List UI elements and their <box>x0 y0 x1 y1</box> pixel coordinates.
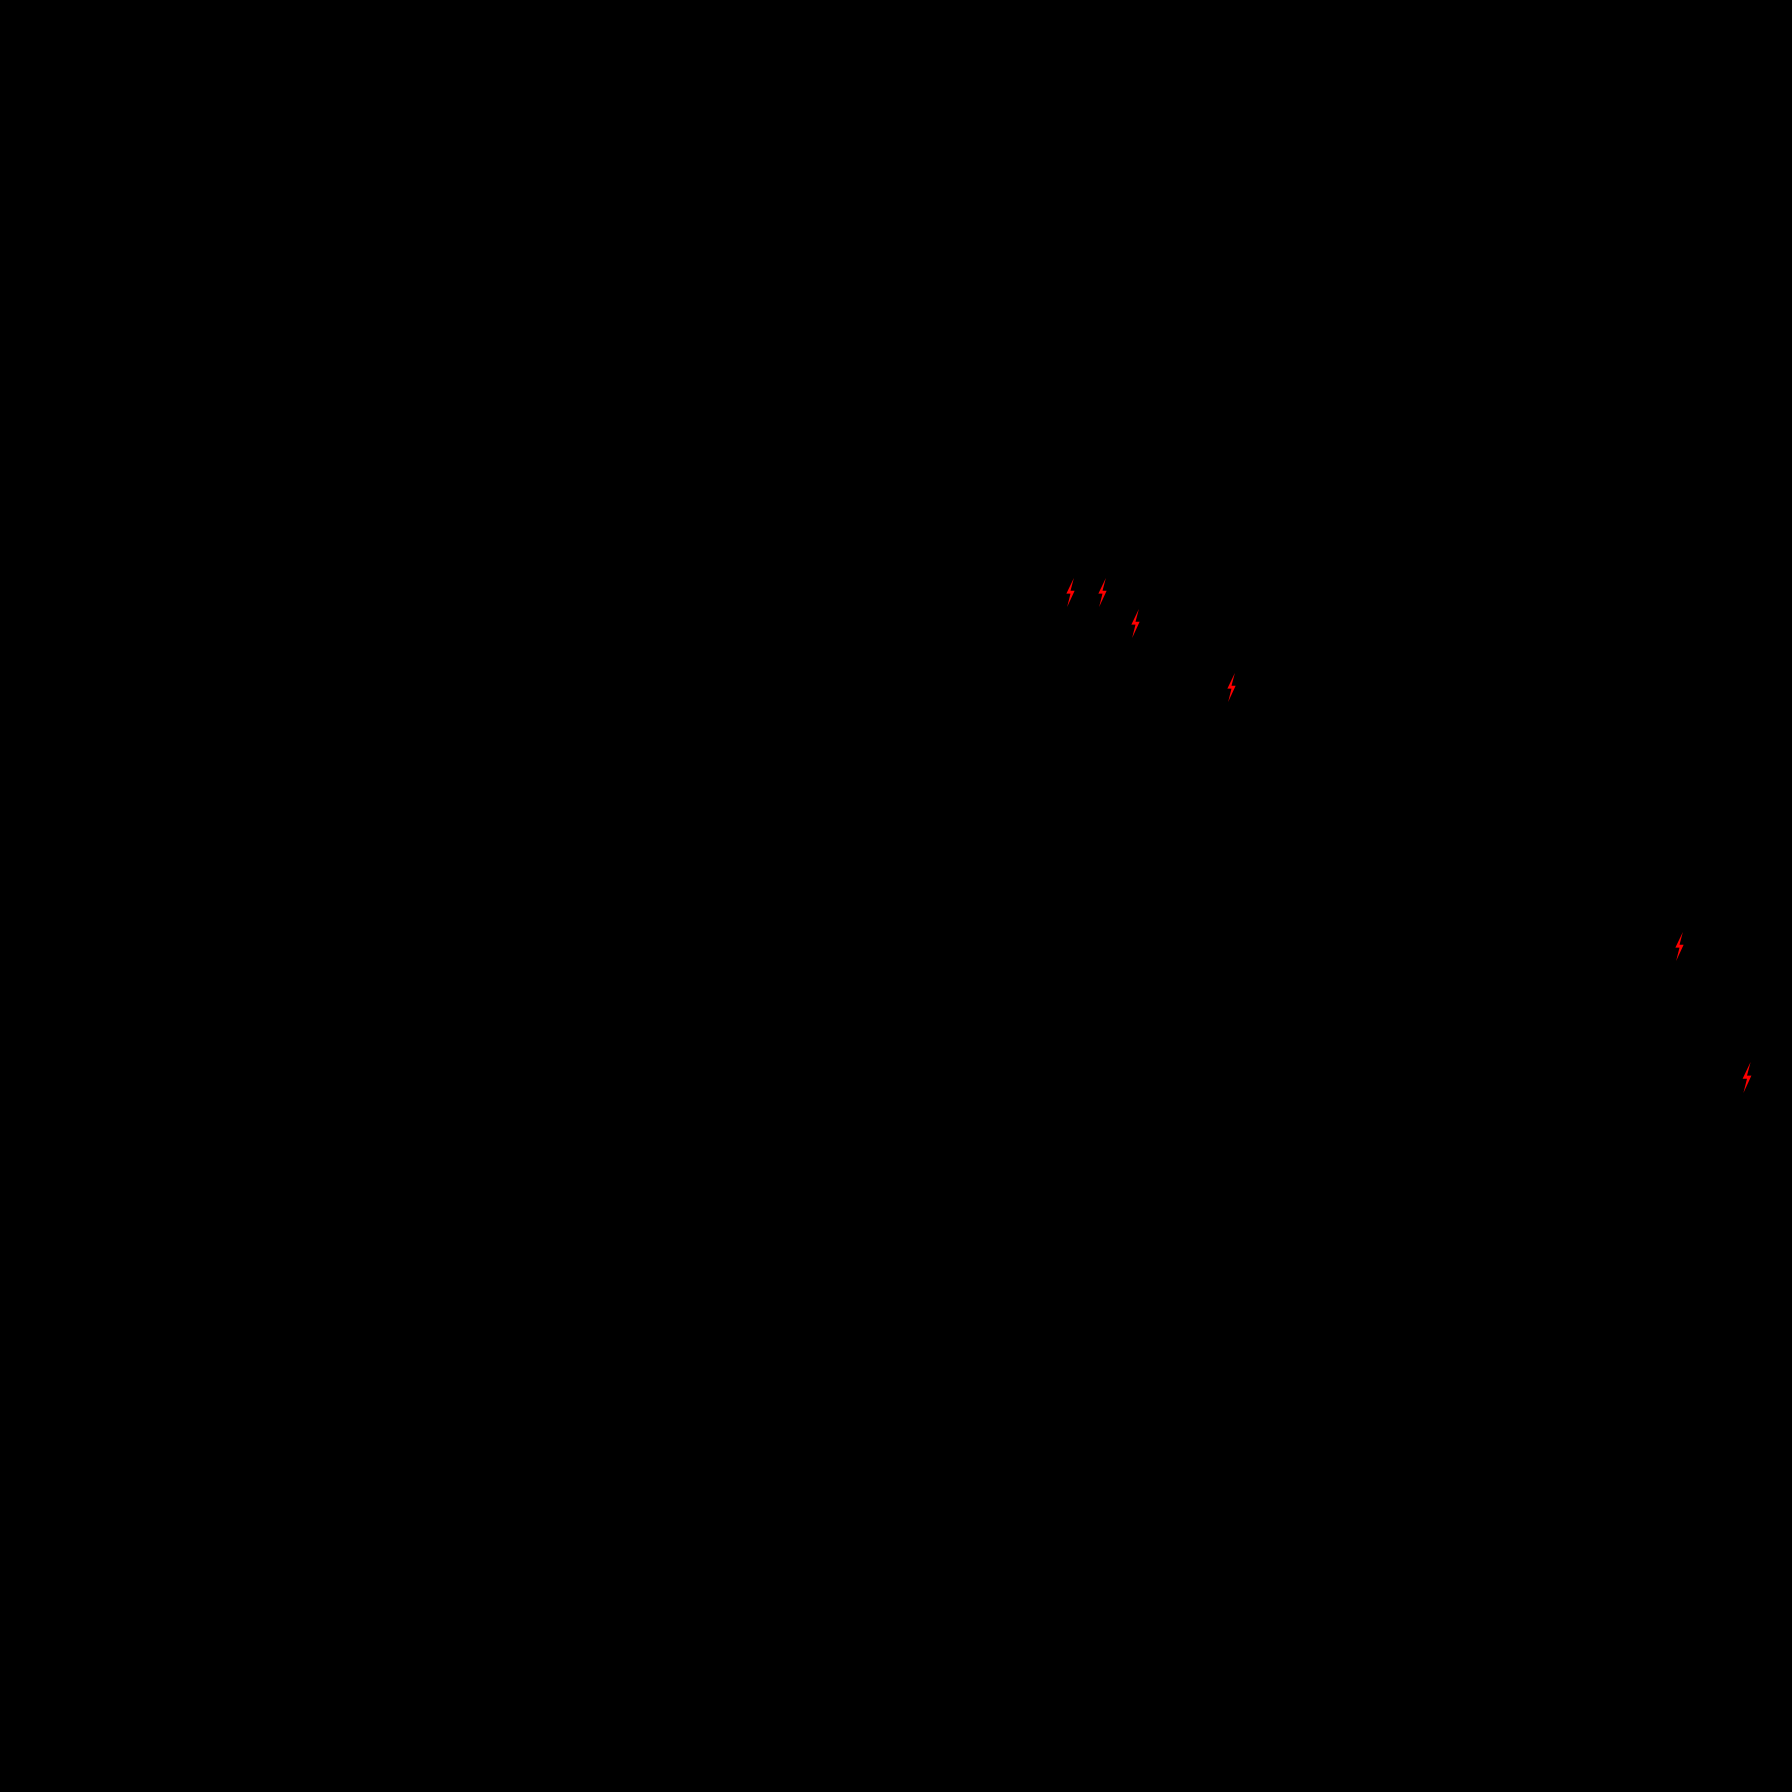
lightning-bolt-icon <box>1128 609 1143 638</box>
lightning-bolt-icon <box>1739 1062 1755 1093</box>
lightning-bolt-icon <box>1672 932 1687 961</box>
lightning-bolt-icon <box>1063 578 1078 607</box>
lightning-bolt-icon <box>1095 578 1110 607</box>
lightning-bolt-icon <box>1224 673 1239 702</box>
